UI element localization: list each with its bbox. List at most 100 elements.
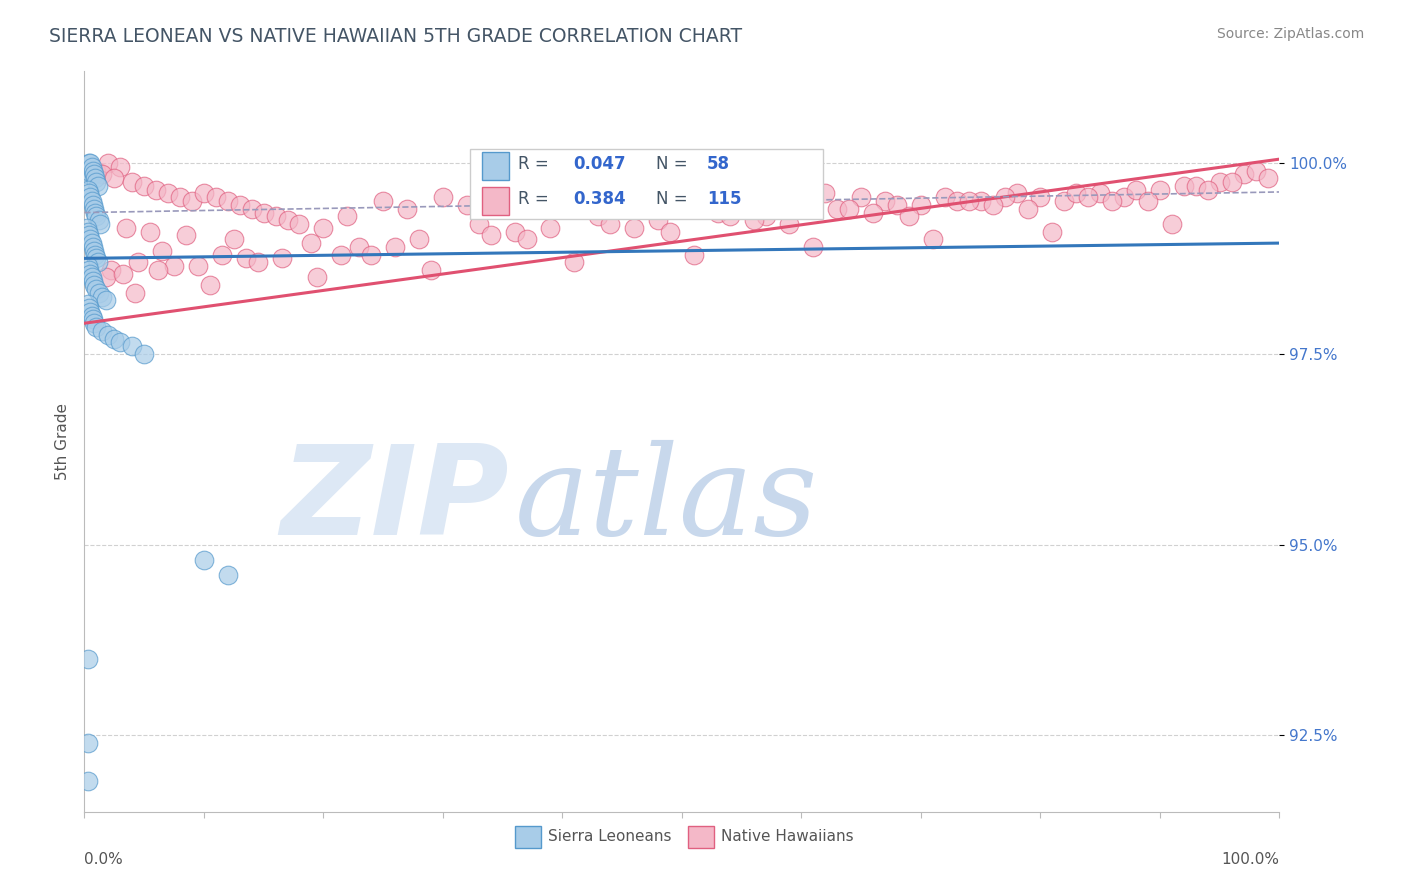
Point bbox=[1149, 183, 1171, 197]
Point bbox=[957, 194, 980, 208]
Point bbox=[360, 247, 382, 261]
Point bbox=[1029, 190, 1052, 204]
Point bbox=[886, 198, 908, 212]
Text: R =: R = bbox=[519, 190, 554, 208]
Point bbox=[994, 190, 1017, 204]
Point bbox=[1185, 178, 1208, 193]
Point bbox=[277, 213, 299, 227]
Point bbox=[169, 190, 191, 204]
Text: Source: ZipAtlas.com: Source: ZipAtlas.com bbox=[1216, 27, 1364, 41]
Text: Native Hawaiians: Native Hawaiians bbox=[721, 830, 853, 845]
Point bbox=[349, 240, 371, 254]
Point bbox=[790, 194, 813, 208]
Point bbox=[91, 289, 114, 303]
Point bbox=[163, 259, 186, 273]
Point bbox=[86, 178, 108, 193]
Point bbox=[970, 194, 993, 208]
Point bbox=[79, 156, 101, 170]
Point bbox=[683, 247, 706, 261]
Point bbox=[922, 232, 945, 246]
Point bbox=[86, 163, 108, 178]
Point bbox=[264, 210, 287, 224]
Point bbox=[814, 186, 837, 201]
Point bbox=[1101, 194, 1123, 208]
Point bbox=[77, 652, 100, 666]
Point bbox=[384, 240, 406, 254]
Point bbox=[193, 186, 215, 201]
Point bbox=[946, 194, 969, 208]
Point bbox=[862, 205, 884, 219]
Point bbox=[1018, 202, 1040, 216]
Text: R =: R = bbox=[519, 155, 554, 173]
Point bbox=[139, 225, 162, 239]
Point bbox=[636, 190, 658, 204]
Point bbox=[779, 217, 801, 231]
Point bbox=[492, 186, 515, 201]
Point bbox=[127, 255, 149, 269]
Point bbox=[731, 190, 754, 204]
Point bbox=[91, 324, 114, 338]
Point bbox=[110, 160, 132, 174]
Point bbox=[121, 175, 143, 189]
Point bbox=[80, 236, 103, 251]
Point bbox=[222, 232, 245, 246]
Point bbox=[516, 232, 538, 246]
Point bbox=[575, 186, 598, 201]
Point bbox=[76, 168, 98, 182]
Point bbox=[1244, 163, 1267, 178]
Point bbox=[707, 205, 730, 219]
Point bbox=[82, 240, 104, 254]
Point bbox=[1173, 178, 1195, 193]
Point bbox=[301, 236, 323, 251]
Point bbox=[77, 156, 100, 170]
Point bbox=[330, 247, 353, 261]
Point bbox=[86, 320, 108, 334]
Bar bbox=[515, 826, 541, 848]
Point bbox=[77, 774, 100, 789]
Point bbox=[80, 309, 103, 323]
Point bbox=[89, 217, 111, 231]
Point bbox=[1005, 186, 1028, 201]
Point bbox=[97, 156, 120, 170]
Point bbox=[564, 255, 586, 269]
Point bbox=[981, 198, 1004, 212]
Point bbox=[898, 210, 921, 224]
Point bbox=[174, 228, 197, 243]
Text: 100.0%: 100.0% bbox=[1222, 853, 1279, 867]
Point bbox=[124, 285, 146, 300]
Point bbox=[79, 232, 101, 246]
Point bbox=[111, 267, 134, 281]
Point bbox=[479, 228, 502, 243]
Point bbox=[77, 225, 100, 239]
Point bbox=[77, 228, 100, 243]
Point bbox=[187, 259, 209, 273]
Point bbox=[77, 262, 100, 277]
Point bbox=[84, 171, 107, 186]
Point bbox=[217, 194, 239, 208]
Point bbox=[659, 225, 682, 239]
Point bbox=[396, 202, 419, 216]
Text: 115: 115 bbox=[707, 190, 741, 208]
Point bbox=[1077, 190, 1099, 204]
Point bbox=[246, 255, 269, 269]
Text: atlas: atlas bbox=[515, 440, 818, 562]
Point bbox=[80, 194, 103, 208]
Point bbox=[79, 190, 101, 204]
Point bbox=[288, 217, 311, 231]
Point bbox=[599, 217, 621, 231]
Point bbox=[83, 168, 105, 182]
Point bbox=[94, 270, 117, 285]
Point bbox=[181, 194, 204, 208]
Point bbox=[193, 553, 215, 567]
Point bbox=[82, 312, 104, 326]
Point bbox=[77, 163, 100, 178]
Point bbox=[695, 186, 717, 201]
Point bbox=[934, 190, 956, 204]
Point bbox=[1053, 194, 1076, 208]
Bar bbox=[482, 152, 509, 180]
Text: SIERRA LEONEAN VS NATIVE HAWAIIAN 5TH GRADE CORRELATION CHART: SIERRA LEONEAN VS NATIVE HAWAIIAN 5TH GR… bbox=[49, 27, 742, 45]
Point bbox=[115, 220, 138, 235]
Point bbox=[84, 247, 107, 261]
Point bbox=[86, 175, 108, 189]
Point bbox=[145, 183, 167, 197]
